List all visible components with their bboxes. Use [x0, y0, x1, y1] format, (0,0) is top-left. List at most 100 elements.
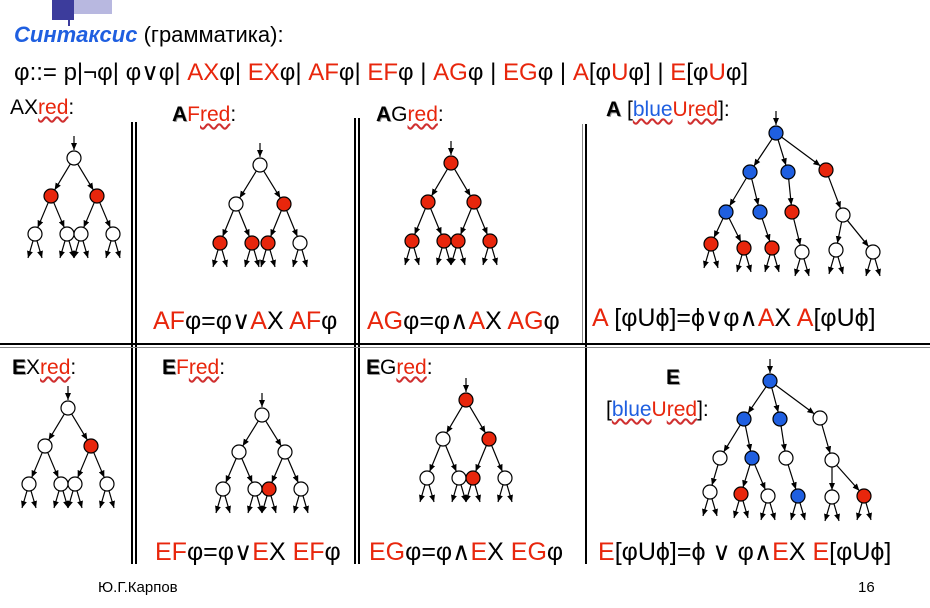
formula-part: [φUϕ] — [813, 304, 876, 332]
state-node — [752, 204, 768, 220]
continuation-arrow — [212, 249, 219, 268]
edge-arrow — [71, 413, 88, 441]
continuation-arrow — [736, 254, 743, 273]
continuation-arrow — [506, 484, 513, 503]
formula-part: AG — [367, 307, 404, 335]
edge-arrow — [287, 458, 299, 483]
continuation-arrow — [105, 240, 112, 259]
divider-vertical-3 — [582, 124, 583, 344]
continuation-arrow — [36, 240, 43, 259]
formula-part: EF — [155, 538, 187, 566]
edge-arrow — [37, 202, 49, 228]
state-node — [435, 431, 451, 447]
edge-arrow — [83, 202, 95, 228]
state-node — [228, 196, 244, 212]
continuation-arrow — [474, 484, 481, 503]
edge-arrow — [754, 464, 766, 490]
state-node — [247, 481, 263, 497]
state-node — [420, 194, 436, 210]
grammar-sep: φ| — [338, 59, 368, 86]
continuation-arrow — [733, 500, 740, 519]
state-node — [215, 481, 231, 497]
edge-arrow — [222, 210, 234, 237]
continuation-arrow — [53, 490, 60, 509]
formula-part: A — [250, 307, 267, 335]
continuation-arrow — [21, 490, 28, 509]
grammar-eg: EG — [503, 59, 538, 86]
continuation-arrow — [803, 258, 810, 277]
edge-arrow — [469, 405, 486, 434]
formula-part: EF — [292, 538, 325, 566]
state-node — [736, 240, 752, 256]
edge-arrow — [48, 413, 65, 441]
edge-arrow — [729, 177, 747, 207]
continuation-arrow — [253, 249, 260, 268]
state-node — [451, 470, 467, 486]
grammar-sep: φ | — [537, 59, 573, 86]
title-red: red — [687, 98, 719, 121]
edge-arrow — [821, 424, 832, 454]
continuation-arrow — [764, 254, 771, 273]
state-node — [772, 411, 788, 427]
state-node — [105, 226, 121, 242]
formula-part: φ — [546, 538, 564, 566]
state-node — [89, 188, 105, 204]
edge-arrow — [99, 202, 111, 228]
edge-arrow — [728, 217, 742, 243]
edge-arrow — [430, 208, 442, 235]
edge-arrow — [787, 464, 797, 490]
state-node — [261, 481, 277, 497]
cell-title-afred: AFred: — [172, 103, 236, 127]
grammar-eu: E — [670, 59, 687, 86]
state-node — [762, 373, 778, 389]
continuation-arrow — [745, 254, 752, 273]
grammar-sep: φ] — [725, 59, 749, 86]
formula-part: [φUϕ] — [829, 538, 892, 566]
title-red: red — [407, 103, 438, 126]
continuation-arrow — [244, 249, 251, 268]
grammar-prefix: φ::= p|¬φ| φ∨φ| — [14, 59, 188, 86]
continuation-arrow — [260, 249, 267, 268]
title-bracket: ]: — [718, 98, 730, 121]
continuation-arrow — [837, 256, 844, 275]
continuation-arrow — [874, 258, 881, 277]
state-node — [733, 486, 749, 502]
state-node — [83, 438, 99, 454]
edge-arrow — [429, 445, 441, 472]
continuation-arrow — [497, 484, 504, 503]
title-red: red — [666, 398, 698, 421]
continuation-arrow — [459, 247, 466, 266]
footer-author: Ю.Г.Карпов — [98, 579, 178, 596]
state-node — [443, 155, 459, 171]
formula-ag: AGφ=φ∧AX AGφ — [367, 306, 560, 336]
continuation-arrow — [702, 498, 709, 517]
continuation-arrow — [703, 250, 710, 269]
title-colon: : — [70, 356, 77, 379]
state-node — [865, 244, 881, 260]
continuation-arrow — [293, 495, 300, 514]
continuation-arrow — [224, 495, 231, 514]
state-node — [744, 450, 760, 466]
continuation-arrow — [790, 502, 797, 521]
edge-arrow — [53, 202, 65, 228]
edge-arrow — [835, 221, 843, 244]
title-until: U — [651, 398, 667, 421]
edge-arrow — [711, 464, 719, 486]
formula-part: AF — [153, 307, 185, 335]
edge-arrow — [238, 210, 250, 237]
grammar-au: A — [572, 59, 589, 86]
edge-arrow — [454, 168, 471, 197]
continuation-arrow — [302, 495, 309, 514]
heading-rest: (грамматика): — [137, 22, 284, 47]
edge-arrow — [846, 220, 870, 247]
formula-part: φ=φ∧ — [403, 307, 469, 335]
divider-vertical-2b — [358, 118, 360, 564]
formula-part: [φUϕ]=ϕ ∨ φ∧ — [614, 538, 773, 566]
state-node — [856, 488, 872, 504]
state-node — [497, 470, 513, 486]
continuation-arrow — [824, 503, 831, 522]
grammar-line: φ::= p|¬φ| φ∨φ| AXφ| EXφ| AFφ| EFφ | AGφ… — [14, 58, 748, 87]
continuation-arrow — [451, 484, 458, 503]
page-number: 16 — [858, 579, 875, 596]
edge-arrow — [771, 387, 780, 413]
